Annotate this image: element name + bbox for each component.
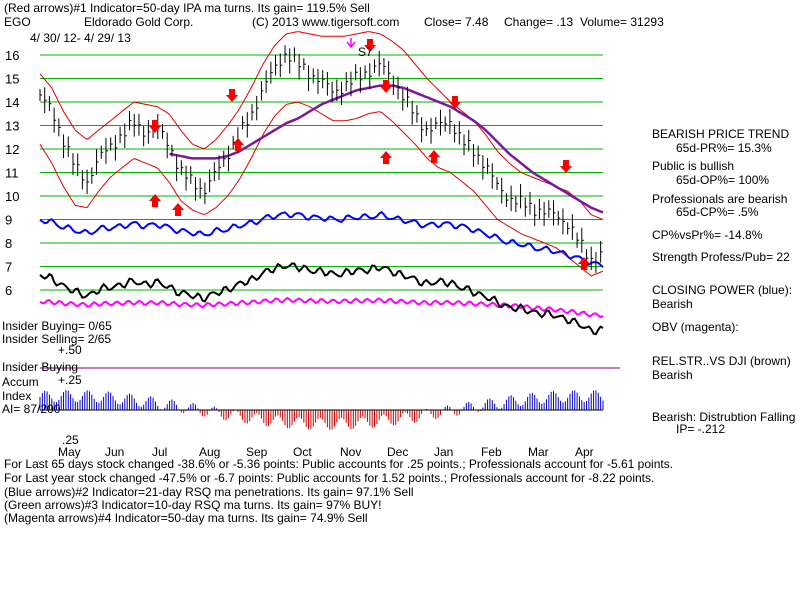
index-label: Index: [2, 389, 32, 403]
rel-str-value: Bearish: [652, 368, 693, 382]
footer-year-change: For Last year stock changed -47.5% or -6…: [4, 471, 655, 485]
obv-line: [39, 296, 604, 319]
red-down-arrow: [449, 96, 461, 109]
company-name: Eldorado Gold Corp.: [84, 15, 194, 29]
month-label: Dec: [387, 445, 408, 459]
month-label: Jul: [152, 445, 167, 459]
s7-annotation: S7: [358, 45, 373, 59]
price-bars: [39, 45, 603, 273]
distribution-status: Bearish: Distrubtion Falling: [652, 410, 796, 424]
month-label: Oct: [293, 445, 312, 459]
close-price: Close= 7.48: [424, 15, 489, 29]
month-label: Mar: [528, 445, 549, 459]
red-up-arrow: [578, 257, 590, 270]
y-tick-label: 15: [5, 72, 19, 87]
public-bullish: Public is bullish: [652, 159, 735, 173]
indicator-lines: [39, 210, 620, 369]
insider-buying-label: Insider Buying: [2, 360, 79, 374]
accum-plus-50-label: +.50: [58, 343, 82, 357]
rel-str-label: REL.STR..VS DJI (brown): [652, 354, 791, 368]
trading-bands: [39, 31, 604, 277]
insider-buying-count: Insider Buying= 0/65: [2, 319, 112, 333]
red-down-arrow: [364, 39, 376, 52]
copyright-source: (C) 2013 www.tigersoft.com: [252, 15, 400, 29]
red-up-arrow: [149, 194, 161, 207]
upper-band-line: [39, 31, 604, 220]
date-range: 4/ 30/ 12- 4/ 29/ 13: [30, 31, 131, 45]
op-value: 65d-OP%= 100%: [676, 173, 770, 187]
red-up-arrow: [172, 203, 184, 216]
y-tick-label: 8: [5, 236, 12, 251]
lower-band-line: [39, 101, 604, 277]
insider-selling-count: Insider Selling= 2/65: [2, 332, 112, 346]
red-down-arrow: [560, 160, 572, 173]
ticker-symbol: EGO: [4, 15, 31, 29]
month-label: Nov: [340, 445, 361, 459]
y-tick-label: 13: [5, 119, 19, 134]
y-tick-label: 6: [5, 283, 12, 298]
month-label: Aug: [199, 445, 220, 459]
month-label: Sep: [246, 445, 268, 459]
indicator-2-text: (Blue arrows)#2 Indicator=21-day RSQ ma …: [4, 485, 414, 499]
ip-value: IP= -.212: [676, 422, 726, 436]
indicator-4-text: (Magenta arrows)#4 Indicator=50-day ma t…: [4, 511, 368, 525]
price-gridlines: [40, 54, 603, 291]
magenta-down-arrow: [346, 38, 356, 49]
cp-vs-pr: CP%vsPr%= -14.8%: [652, 228, 763, 242]
red-up-arrow: [428, 150, 440, 163]
rel-str-line: [39, 262, 604, 336]
y-tick-label: 14: [5, 95, 19, 110]
professionals-bearish: Professionals are bearish: [652, 192, 788, 206]
price-y-axis: 16 15 14 13 12 11 10 9 8 7 6: [5, 48, 19, 298]
obv-label: OBV (magenta):: [652, 320, 739, 334]
pr-value: 65d-PR%= 15.3%: [676, 141, 772, 155]
accum-minus-25-label: .25: [62, 433, 79, 447]
month-label: Jun: [105, 445, 124, 459]
month-label: May: [58, 445, 81, 459]
y-tick-label: 9: [5, 213, 12, 228]
cp-value: 65d-CP%= .5%: [676, 205, 759, 219]
month-label: Jan: [434, 445, 453, 459]
month-x-axis: May Jun Jul Aug Sep Oct Nov Dec Jan Feb Mar Apr: [58, 445, 594, 459]
y-tick-label: 16: [5, 48, 19, 63]
y-tick-label: 7: [5, 260, 12, 275]
red-down-arrow: [226, 89, 238, 102]
y-tick-label: 12: [5, 142, 19, 157]
signal-arrows: S7: [149, 38, 590, 270]
accumulation-index-histogram: [39, 390, 604, 430]
strength-profess-pub: Strength Profess/Pub= 22: [652, 250, 790, 264]
price-change: Change= .13: [504, 15, 574, 29]
red-down-arrow: [380, 80, 392, 93]
red-up-arrow: [232, 138, 244, 151]
closing-power-label: CLOSING POWER (blue):: [652, 283, 793, 297]
volume: Volume= 31293: [580, 15, 664, 29]
indicator-3-text: (Green arrows)#3 Indicator=10-day RSQ ma…: [4, 498, 382, 512]
accum-plus-25-label: +.25: [58, 373, 82, 387]
month-label: Feb: [481, 445, 502, 459]
closing-power-line: [39, 210, 604, 268]
y-tick-label: 10: [5, 189, 19, 204]
y-tick-label: 11: [5, 166, 19, 181]
footer-65-day-change: For Last 65 days stock changed -38.6% or…: [4, 457, 674, 471]
red-down-arrow: [149, 120, 161, 133]
ai-label: AI= 87/200: [2, 402, 61, 416]
bearish-price-trend: BEARISH PRICE TREND: [652, 127, 790, 141]
red-up-arrow: [380, 151, 392, 164]
closing-power-value: Bearish: [652, 297, 693, 311]
month-label: Apr: [575, 445, 594, 459]
accum-label: Accum: [2, 375, 39, 389]
indicator-1-text: (Red arrows)#1 Indicator=50-day IPA ma t…: [4, 1, 370, 15]
